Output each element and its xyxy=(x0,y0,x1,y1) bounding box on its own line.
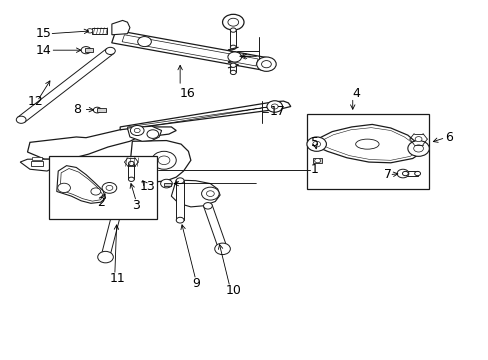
Circle shape xyxy=(402,171,407,176)
Bar xyxy=(31,161,43,166)
Bar xyxy=(49,156,157,220)
Circle shape xyxy=(98,251,113,263)
Circle shape xyxy=(81,46,91,54)
Text: 9: 9 xyxy=(191,277,199,290)
Circle shape xyxy=(138,37,151,46)
Circle shape xyxy=(214,243,230,255)
Text: 4: 4 xyxy=(352,87,360,100)
Circle shape xyxy=(102,183,117,193)
Bar xyxy=(92,28,107,34)
Text: 8: 8 xyxy=(73,103,81,116)
Text: 16: 16 xyxy=(180,87,196,100)
Polygon shape xyxy=(18,49,114,122)
Bar xyxy=(313,158,322,163)
Circle shape xyxy=(105,47,115,54)
Circle shape xyxy=(106,185,113,190)
Circle shape xyxy=(230,70,236,75)
Circle shape xyxy=(58,183,70,193)
Circle shape xyxy=(147,130,158,138)
Circle shape xyxy=(314,158,320,163)
Circle shape xyxy=(16,116,26,123)
Circle shape xyxy=(176,217,183,223)
Circle shape xyxy=(414,171,420,176)
Text: 7: 7 xyxy=(384,168,392,181)
Circle shape xyxy=(407,140,428,156)
Polygon shape xyxy=(127,126,161,141)
Circle shape xyxy=(128,161,134,166)
Circle shape xyxy=(312,141,320,147)
Circle shape xyxy=(230,45,236,49)
Polygon shape xyxy=(112,21,130,35)
Circle shape xyxy=(261,60,271,68)
Polygon shape xyxy=(130,140,190,182)
Circle shape xyxy=(152,151,176,169)
Circle shape xyxy=(176,178,183,184)
Circle shape xyxy=(158,156,169,165)
Polygon shape xyxy=(128,163,134,179)
Polygon shape xyxy=(122,35,258,66)
Text: 6: 6 xyxy=(445,131,452,144)
Circle shape xyxy=(101,253,110,259)
Text: 10: 10 xyxy=(225,284,242,297)
Text: 5: 5 xyxy=(311,136,319,149)
Text: 3: 3 xyxy=(132,199,140,212)
Polygon shape xyxy=(203,205,226,248)
Polygon shape xyxy=(230,65,236,72)
Bar xyxy=(306,114,428,189)
Polygon shape xyxy=(137,176,154,187)
Circle shape xyxy=(203,203,212,209)
Circle shape xyxy=(227,52,241,62)
Ellipse shape xyxy=(355,139,378,149)
Circle shape xyxy=(128,177,134,181)
Polygon shape xyxy=(171,180,220,207)
Polygon shape xyxy=(230,30,236,47)
Circle shape xyxy=(93,107,101,113)
Circle shape xyxy=(91,188,101,195)
Circle shape xyxy=(222,14,244,30)
Circle shape xyxy=(130,126,144,135)
Polygon shape xyxy=(27,127,176,159)
Polygon shape xyxy=(101,170,131,257)
Circle shape xyxy=(123,168,132,174)
Circle shape xyxy=(218,244,226,251)
Circle shape xyxy=(256,57,276,71)
Polygon shape xyxy=(313,125,422,163)
Text: 1: 1 xyxy=(310,163,318,176)
Bar xyxy=(32,157,42,160)
Bar xyxy=(84,48,93,52)
Circle shape xyxy=(396,169,408,178)
Circle shape xyxy=(414,136,421,141)
Polygon shape xyxy=(20,159,54,171)
Text: 2: 2 xyxy=(97,196,105,209)
Circle shape xyxy=(134,129,140,133)
Circle shape xyxy=(206,191,214,197)
Bar xyxy=(97,108,106,112)
Circle shape xyxy=(227,18,238,26)
Circle shape xyxy=(160,179,172,188)
Polygon shape xyxy=(120,101,290,130)
Circle shape xyxy=(306,137,326,151)
Polygon shape xyxy=(57,166,105,203)
Bar xyxy=(163,183,171,186)
Text: 11: 11 xyxy=(110,272,125,285)
Polygon shape xyxy=(405,171,417,176)
Text: 15: 15 xyxy=(36,27,52,40)
Circle shape xyxy=(87,29,93,33)
Circle shape xyxy=(266,101,282,112)
Circle shape xyxy=(139,178,148,185)
Text: 17: 17 xyxy=(269,105,285,118)
Polygon shape xyxy=(111,30,268,71)
Polygon shape xyxy=(176,181,183,220)
Text: 14: 14 xyxy=(36,44,51,57)
Circle shape xyxy=(230,63,236,67)
Text: 12: 12 xyxy=(27,95,43,108)
Circle shape xyxy=(230,28,236,32)
Circle shape xyxy=(413,145,423,152)
Circle shape xyxy=(271,104,278,109)
Circle shape xyxy=(201,187,219,200)
Text: 13: 13 xyxy=(140,180,155,193)
